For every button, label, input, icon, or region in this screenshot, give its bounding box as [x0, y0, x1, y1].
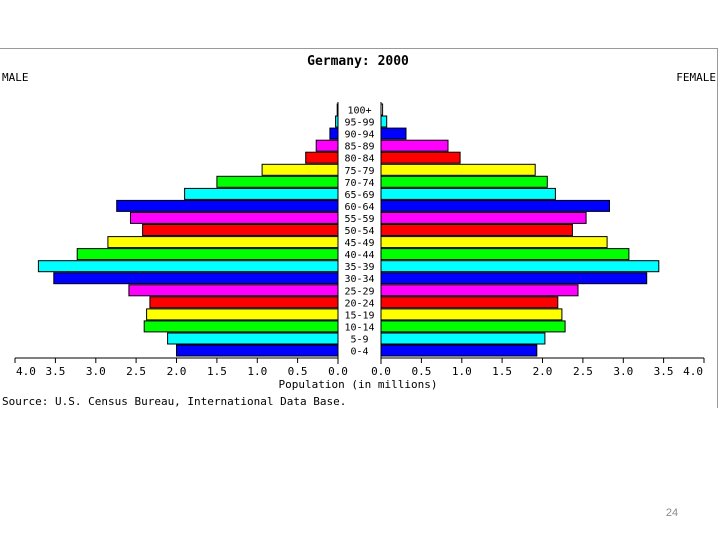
- age-label-20-24: 20-24: [344, 298, 374, 309]
- female-bar-15-19: [380, 308, 563, 321]
- male-bar-55-59: [130, 211, 339, 224]
- female-bar-40-44: [380, 248, 630, 261]
- female-tick-label-1.5: 1.5: [492, 365, 512, 378]
- age-label-70-74: 70-74: [344, 178, 374, 189]
- male-tick-label-2.0: 2.0: [167, 365, 187, 378]
- female-bar-0-4: [380, 344, 538, 357]
- female-tick-label-0.5: 0.5: [411, 365, 431, 378]
- age-label-90-94: 90-94: [344, 130, 374, 141]
- age-label-40-44: 40-44: [344, 250, 374, 261]
- bars-layer: [37, 103, 660, 357]
- age-label-15-19: 15-19: [344, 310, 374, 321]
- female-bar-75-79: [380, 163, 536, 176]
- age-label-0-4: 0-4: [350, 347, 368, 358]
- chart-title: Germany: 2000: [307, 54, 409, 69]
- male-bar-0-4: [176, 344, 339, 357]
- male-tick-label-0.0: 0.0: [328, 365, 348, 378]
- female-bar-65-69: [380, 187, 556, 200]
- male-bar-40-44: [76, 248, 339, 261]
- male-bar-20-24: [149, 296, 339, 309]
- male-bar-35-39: [37, 260, 339, 273]
- source-note: Source: U.S. Census Bureau, Internationa…: [2, 395, 346, 408]
- age-labels-layer: 100+95-9990-9485-8980-8475-7970-7465-696…: [344, 106, 374, 358]
- female-bar-95-99: [380, 115, 388, 128]
- age-label-80-84: 80-84: [344, 154, 374, 165]
- age-label-85-89: 85-89: [344, 142, 374, 153]
- female-bar-30-34: [380, 272, 648, 285]
- female-tick-label-3.5: 3.5: [654, 365, 674, 378]
- male-bar-85-89: [315, 139, 339, 152]
- age-label-75-79: 75-79: [344, 166, 374, 177]
- male-bar-45-49: [107, 236, 339, 249]
- female-tick-label-3.0: 3.0: [613, 365, 633, 378]
- female-bar-20-24: [380, 296, 559, 309]
- chart-panel: Germany: 2000 MALE FEMALE 100+ 95-99 90-94…: [0, 48, 718, 408]
- age-label-45-49: 45-49: [344, 238, 374, 249]
- male-tick-label-3.5: 3.5: [45, 365, 65, 378]
- female-bar-5-9: [380, 332, 546, 345]
- female-tick-label-2.0: 2.0: [533, 365, 553, 378]
- female-bar-10-14: [380, 320, 566, 333]
- male-bar-75-79: [261, 163, 339, 176]
- male-tick-label-1.5: 1.5: [207, 365, 227, 378]
- male-bar-10-14: [143, 320, 339, 333]
- male-bar-5-9: [167, 332, 339, 345]
- male-tick-label-4.0: 4.0: [16, 365, 36, 378]
- x-axis-title: Population (in millions): [279, 378, 438, 391]
- age-label-60-64: 60-64: [344, 202, 374, 213]
- female-bar-85-89: [380, 139, 449, 152]
- female-bar-90-94: [380, 127, 407, 140]
- x-axis: 4.0 3.5 3.0 2.5 2.0 1.5 1.0 0.5 0.0 0.0 0.5 1.0 1.5 2…: [14, 102, 705, 378]
- male-bar-50-54: [142, 224, 339, 236]
- male-bar-70-74: [216, 175, 339, 188]
- female-bar-55-59: [380, 211, 587, 224]
- female-tick-label-0.0: 0.0: [371, 365, 391, 378]
- age-label-50-54: 50-54: [344, 226, 374, 237]
- population-pyramid-chart: Germany: 2000 MALE FEMALE 100+95-9990-94…: [2, 54, 716, 408]
- female-bar-70-74: [380, 175, 548, 188]
- female-bar-60-64: [380, 199, 610, 212]
- female-bar-50-54: [380, 224, 573, 236]
- male-tick-label-2.5: 2.5: [126, 365, 146, 378]
- age-label-35-39: 35-39: [344, 262, 374, 273]
- age-label-25-29: 25-29: [344, 286, 374, 297]
- age-label-55-59: 55-59: [344, 214, 374, 225]
- male-tick-label-3.0: 3.0: [86, 365, 106, 378]
- male-bar-90-94: [329, 127, 339, 140]
- female-bar-45-49: [380, 236, 608, 249]
- age-label-30-34: 30-34: [344, 274, 374, 285]
- female-tick-label-2.5: 2.5: [573, 365, 593, 378]
- female-bar-80-84: [380, 151, 461, 164]
- female-tick-label-4.0: 4.0: [683, 365, 703, 378]
- male-bar-65-69: [184, 187, 339, 200]
- female-label: FEMALE: [676, 71, 716, 84]
- age-label-5-9: 5-9: [350, 335, 368, 346]
- male-bar-25-29: [128, 284, 339, 297]
- age-label-65-69: 65-69: [344, 190, 374, 201]
- female-bar-35-39: [380, 260, 660, 273]
- male-label: MALE: [2, 71, 29, 84]
- slide-number: 24: [665, 507, 679, 519]
- age-label-95-99: 95-99: [344, 118, 374, 129]
- male-bar-15-19: [146, 308, 339, 321]
- male-tick-label-0.5: 0.5: [288, 365, 308, 378]
- male-bar-60-64: [116, 199, 339, 212]
- age-label-10-14: 10-14: [344, 322, 374, 333]
- female-bar-25-29: [380, 284, 579, 297]
- age-label-100+: 100+: [347, 106, 371, 117]
- male-bar-80-84: [305, 151, 339, 164]
- male-tick-label-1.0: 1.0: [247, 365, 267, 378]
- female-tick-label-1.0: 1.0: [452, 365, 472, 378]
- male-bar-30-34: [53, 272, 339, 285]
